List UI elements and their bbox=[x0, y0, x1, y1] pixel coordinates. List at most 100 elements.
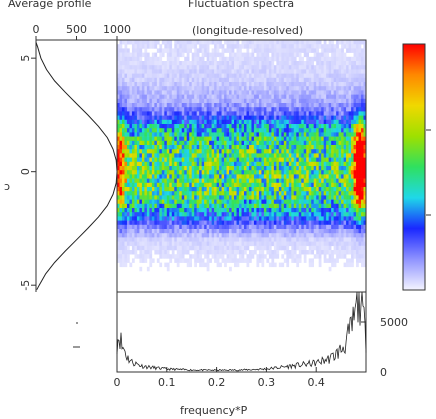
heatmap-cell bbox=[276, 195, 280, 200]
heatmap-cell bbox=[263, 56, 267, 62]
heatmap-cell bbox=[346, 128, 349, 133]
heatmap-cell bbox=[353, 77, 357, 83]
heatmap-cell bbox=[256, 178, 260, 184]
heatmap-cell bbox=[291, 94, 295, 100]
heatmap-cell bbox=[184, 191, 188, 196]
heatmap-cell bbox=[194, 128, 197, 133]
heatmap-cell bbox=[288, 86, 292, 91]
heatmap-cell bbox=[164, 140, 168, 146]
heatmap-cell bbox=[258, 69, 262, 74]
heatmap-cell bbox=[308, 157, 312, 163]
heatmap-cell bbox=[323, 208, 327, 213]
heatmap-cell bbox=[336, 115, 339, 121]
heatmap-cell bbox=[144, 115, 148, 121]
heatmap-cell bbox=[323, 90, 327, 95]
heatmap-cell bbox=[321, 166, 324, 171]
heatmap-cell bbox=[281, 44, 285, 49]
heatmap-cell bbox=[258, 128, 262, 133]
heatmap-cell bbox=[201, 124, 205, 129]
heatmap-cell bbox=[341, 48, 344, 53]
heatmap-cell bbox=[174, 145, 178, 150]
heatmap-cell bbox=[333, 77, 337, 83]
heatmap-cell bbox=[186, 145, 190, 150]
heatmap-cell bbox=[323, 233, 327, 238]
heatmap-cell bbox=[146, 145, 150, 150]
heatmap-cell bbox=[316, 199, 319, 205]
heatmap-cell bbox=[229, 229, 232, 234]
heatmap-cell bbox=[358, 145, 362, 150]
heatmap-cell bbox=[126, 250, 130, 255]
heatmap-cell bbox=[258, 195, 262, 200]
heatmap-cell bbox=[119, 157, 123, 163]
heatmap-cell bbox=[296, 48, 300, 53]
heatmap-cell bbox=[164, 153, 168, 158]
heatmap-cell bbox=[303, 199, 307, 205]
heatmap-cell bbox=[181, 94, 185, 100]
heatmap-cell bbox=[351, 94, 354, 100]
heatmap-cell bbox=[136, 245, 140, 251]
heatmap-cell bbox=[216, 212, 220, 217]
heatmap-cell bbox=[251, 40, 255, 45]
heatmap-cell bbox=[166, 136, 170, 142]
heatmap-cell bbox=[356, 90, 359, 95]
heatmap-cell bbox=[273, 178, 277, 184]
heatmap-cell bbox=[149, 44, 153, 49]
heatmap-cell bbox=[346, 124, 349, 129]
heatmap-cell bbox=[293, 191, 297, 196]
heatmap-cell bbox=[351, 107, 354, 112]
heatmap-cell bbox=[211, 140, 215, 146]
heatmap-cell bbox=[151, 191, 155, 196]
heatmap-cell bbox=[341, 145, 344, 150]
heatmap-cell bbox=[199, 182, 202, 188]
heatmap-cell bbox=[169, 182, 173, 188]
heatmap-cell bbox=[231, 103, 235, 108]
heatmap-cell bbox=[356, 208, 359, 213]
heatmap-cell bbox=[361, 65, 364, 70]
heatmap-cell bbox=[117, 250, 120, 255]
heatmap-cell bbox=[181, 166, 185, 171]
heatmap-cell bbox=[117, 52, 120, 58]
heatmap-cell bbox=[258, 216, 262, 221]
average-profile-panel: 0 500 1000 50-5 ɔ bbox=[4, 23, 131, 292]
heatmap-cell bbox=[154, 224, 158, 230]
heatmap-cell bbox=[321, 69, 324, 74]
heatmap-cell bbox=[281, 73, 285, 79]
heatmap-cell bbox=[164, 86, 168, 91]
heatmap-cell bbox=[338, 241, 342, 247]
heatmap-cell bbox=[136, 94, 140, 100]
heatmap-cell bbox=[288, 107, 292, 112]
heatmap-cell bbox=[174, 48, 178, 53]
heatmap-cell bbox=[358, 103, 362, 108]
heatmap-cell bbox=[303, 44, 307, 49]
heatmap-cell bbox=[224, 191, 227, 196]
heatmap-cell bbox=[251, 56, 255, 62]
heatmap-cell bbox=[246, 216, 250, 221]
heatmap-cell bbox=[331, 77, 334, 83]
heatmap-cell bbox=[126, 69, 130, 74]
heatmap-cell bbox=[276, 149, 280, 154]
heatmap-cell bbox=[293, 216, 297, 221]
heatmap-cell bbox=[156, 220, 160, 226]
heatmap-cell bbox=[351, 48, 354, 53]
heatmap-cell bbox=[303, 153, 307, 158]
heatmap-cell bbox=[129, 174, 133, 179]
heatmap-cell bbox=[338, 161, 342, 167]
heatmap-cell bbox=[251, 149, 255, 154]
heatmap-cell bbox=[258, 220, 262, 226]
heatmap-cell bbox=[156, 145, 160, 150]
heatmap-cell bbox=[131, 170, 135, 175]
heatmap-cell bbox=[221, 86, 225, 91]
heatmap-cell bbox=[166, 170, 170, 175]
heatmap-cell bbox=[176, 65, 180, 70]
heatmap-cell bbox=[333, 52, 337, 58]
heatmap-cell bbox=[311, 149, 315, 154]
heatmap-cell bbox=[236, 245, 240, 251]
heatmap-cell bbox=[201, 77, 205, 83]
heatmap-cell bbox=[126, 182, 130, 188]
heatmap-cell bbox=[171, 145, 175, 150]
heatmap-cell bbox=[261, 132, 265, 137]
heatmap-cell bbox=[199, 174, 202, 179]
heatmap-cell bbox=[141, 90, 145, 95]
heatmap-cell bbox=[286, 145, 290, 150]
heatmap-cell bbox=[139, 245, 143, 251]
